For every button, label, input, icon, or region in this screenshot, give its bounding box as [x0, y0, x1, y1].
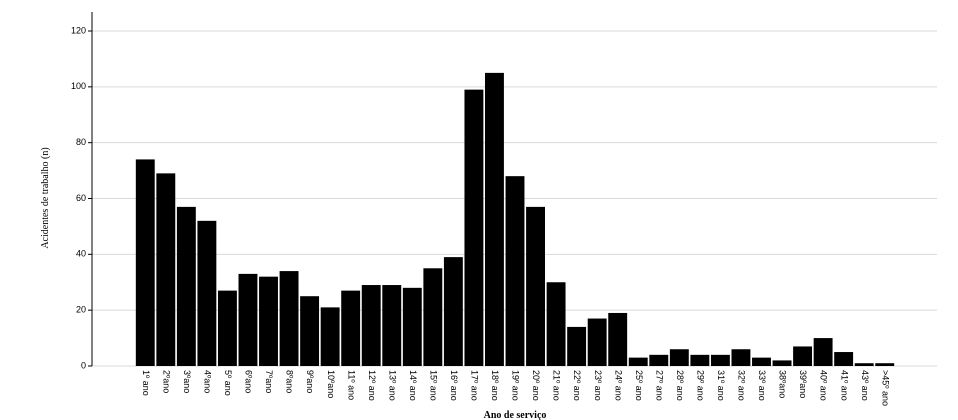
x-tick-label: 25º ano: [634, 370, 644, 401]
x-tick-label: 7ºano: [264, 370, 274, 393]
bar: [259, 276, 278, 366]
x-tick-label: 3ºano: [182, 370, 192, 393]
bar: [608, 312, 628, 366]
x-tick-label: 32º ano: [737, 370, 747, 401]
bar: [854, 363, 874, 366]
bar: [690, 354, 710, 366]
y-tick-label: 20: [76, 305, 86, 315]
x-tick-label: 11º ano: [346, 370, 356, 400]
x-tick-label: 8ºano: [285, 370, 295, 393]
x-tick-label: 38ºano: [778, 370, 788, 398]
bar: [197, 220, 217, 366]
x-tick-label: 5º ano: [223, 370, 233, 396]
x-tick-label: 23º ano: [593, 370, 603, 401]
bar: [402, 287, 422, 366]
x-tick-label: 15º ano: [428, 370, 438, 401]
x-tick-label: 19º ano: [511, 370, 521, 401]
bar: [279, 271, 299, 366]
bar: [710, 354, 730, 366]
x-tick-label: 4ºano: [203, 370, 213, 393]
y-axis-label: Acidentes de trabalho (n): [40, 147, 51, 248]
bar: [464, 89, 484, 366]
x-tick-label: 14º ano: [408, 370, 418, 401]
x-tick-label: 31º ano: [716, 370, 726, 401]
y-tick-label: 100: [71, 81, 86, 91]
bar: [669, 349, 689, 366]
bar: [628, 357, 648, 366]
x-tick-label: 43º ano: [860, 370, 870, 401]
bar: [587, 318, 607, 366]
bar: [443, 257, 463, 366]
x-tick-label: 21º ano: [552, 370, 562, 401]
bar: [752, 357, 771, 366]
bar: [423, 268, 443, 366]
x-tick-label: 13º ano: [387, 370, 397, 401]
x-tick-label: 40º ano: [819, 370, 829, 401]
x-tick-label: 10ºano: [326, 370, 336, 398]
x-tick-label: 2ºano: [161, 370, 171, 393]
x-tick-label: 39ºano: [798, 370, 808, 398]
x-tick-label: 33º ano: [757, 370, 767, 401]
y-tick-label: 120: [71, 25, 86, 35]
bar: [320, 307, 340, 366]
bar: [813, 338, 833, 366]
x-tick-label: 28º ano: [675, 370, 685, 401]
x-axis-label: Ano de serviço: [484, 410, 547, 420]
bar: [793, 346, 813, 366]
bar: [361, 285, 381, 366]
bar: [875, 363, 895, 366]
bar: [176, 206, 196, 366]
x-tick-label: 27º ano: [654, 370, 664, 401]
bar: [156, 173, 176, 366]
bar: [772, 360, 792, 366]
x-tick-label: >45º ano: [880, 370, 890, 406]
x-tick-label: 29º ano: [695, 370, 705, 401]
y-tick-label: 60: [76, 193, 86, 203]
y-tick-label: 40: [76, 249, 86, 259]
x-tick-label: 20º ano: [531, 370, 541, 401]
bar: [382, 285, 402, 366]
bar: [526, 206, 545, 366]
bar: [505, 176, 525, 366]
bar: [300, 296, 320, 366]
bar: [567, 326, 587, 366]
y-tick-label: 0: [81, 360, 86, 370]
x-tick-label: 41º ano: [839, 370, 849, 401]
x-tick-label: 9ºano: [305, 370, 315, 393]
bar: [238, 273, 258, 366]
bar: [341, 290, 361, 366]
bar: [649, 354, 669, 366]
bar: [485, 72, 504, 366]
bar: [217, 290, 237, 366]
x-tick-label: 24º ano: [613, 370, 623, 401]
bar: [135, 159, 155, 366]
x-tick-label: 12º ano: [367, 370, 377, 401]
y-tick-label: 80: [76, 137, 86, 147]
x-tick-label: 16º ano: [449, 370, 459, 401]
x-tick-label: 22º ano: [572, 370, 582, 401]
x-tick-label: 6ºano: [244, 370, 254, 393]
x-tick-label: 17º ano: [470, 370, 480, 401]
bar: [546, 282, 566, 366]
bar: [834, 352, 854, 366]
x-tick-label: 18º ano: [490, 370, 500, 401]
x-tick-label: 1º ano: [141, 370, 151, 396]
bar: [731, 349, 751, 366]
